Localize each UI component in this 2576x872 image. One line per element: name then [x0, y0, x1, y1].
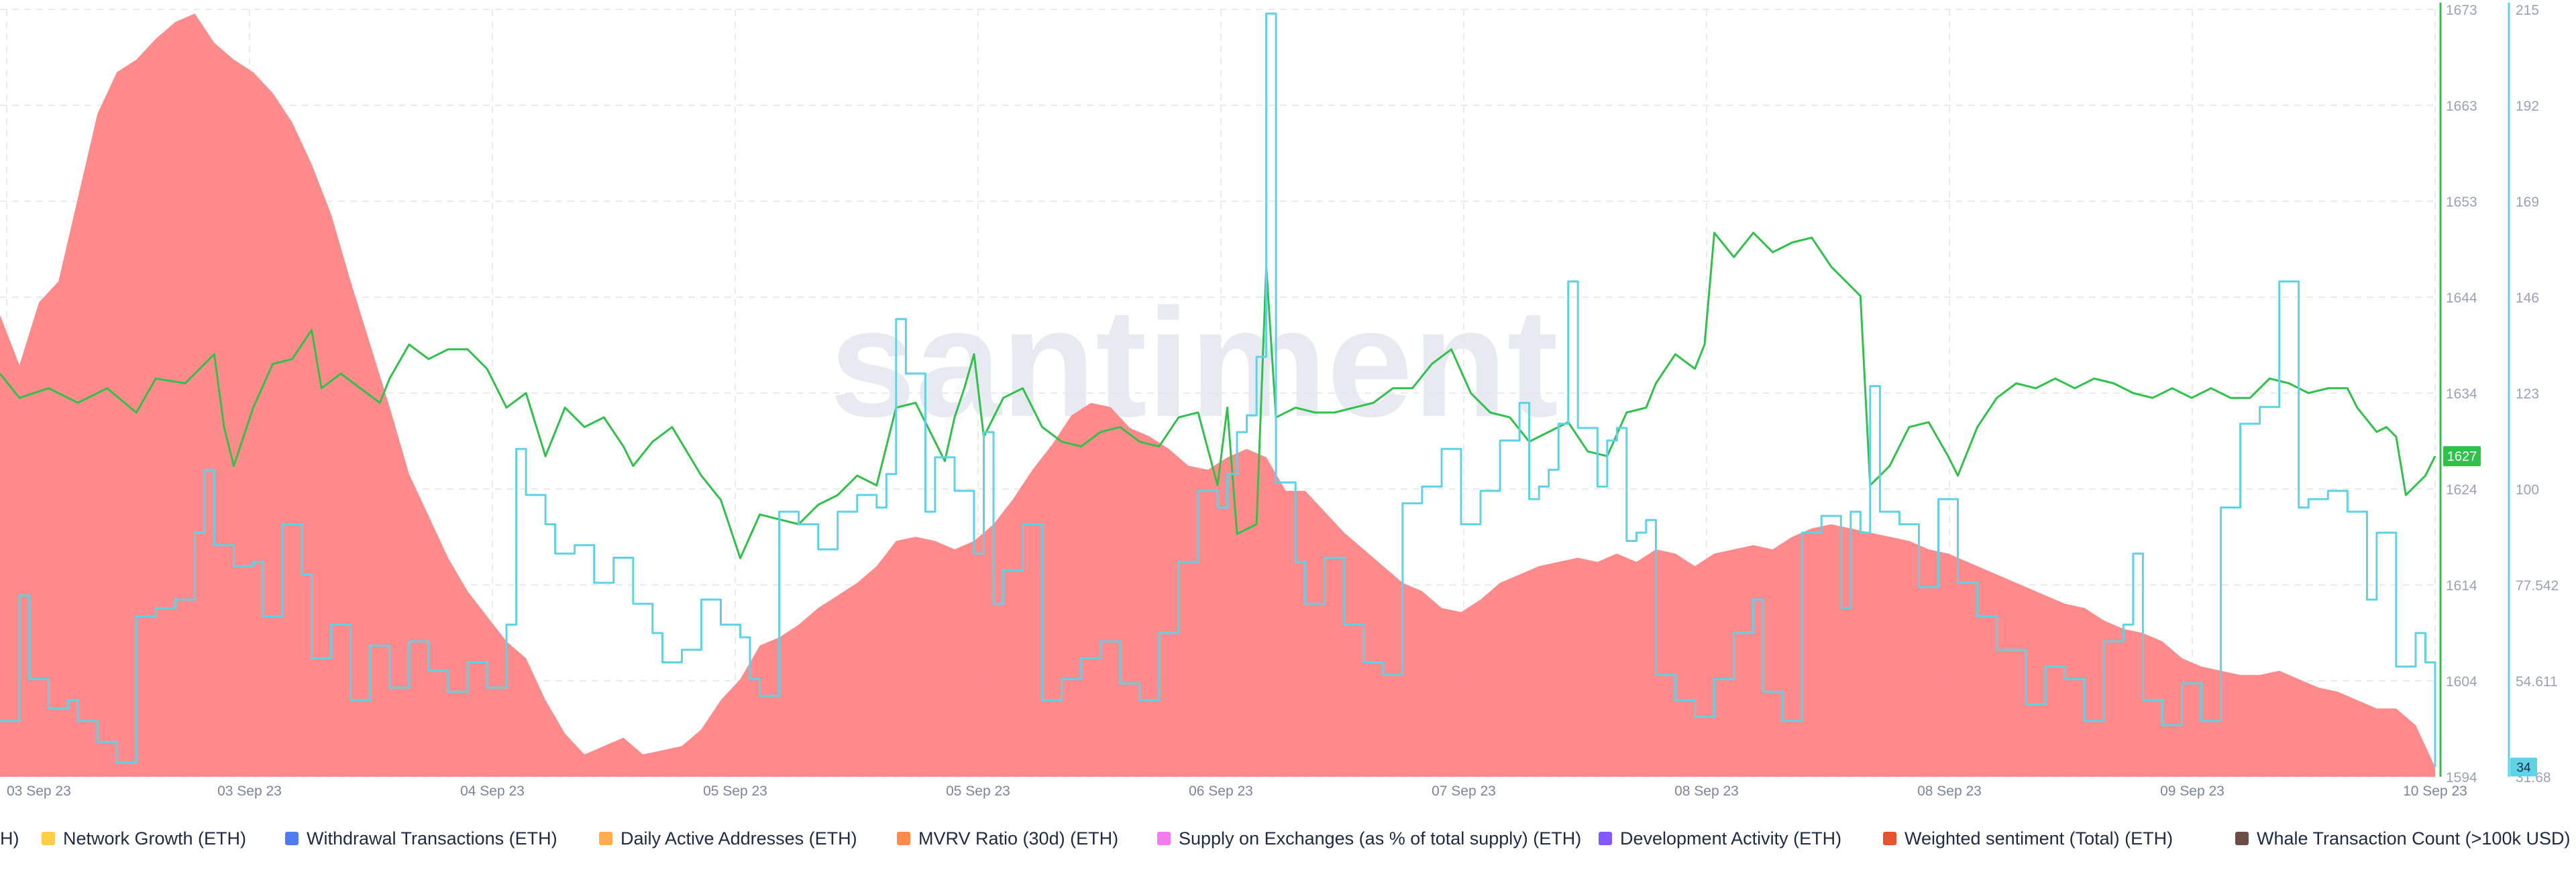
y-tick-label-left: 1594	[2446, 770, 2477, 785]
price-badge	[2443, 446, 2481, 467]
y-tick-label-right: 146	[2516, 290, 2539, 306]
y-tick-label-left: 1604	[2446, 674, 2477, 690]
legend-label: Withdrawal Transactions (ETH)	[307, 828, 557, 849]
legend: H) Network Growth (ETH) Withdrawal Transa…	[0, 824, 2576, 856]
legend-swatch	[897, 832, 910, 845]
series-price-eth	[0, 231, 2436, 559]
legend-item[interactable]: Daily Active Addresses (ETH)	[599, 824, 857, 853]
legend-label: Development Activity (ETH)	[1620, 828, 1842, 849]
volume-badge	[2510, 757, 2537, 777]
legend-label: Supply on Exchanges (as % of total suppl…	[1179, 828, 1582, 849]
y-tick-label-right: 123	[2516, 386, 2539, 402]
series-transaction-volume-eth	[0, 12, 2436, 767]
price-badge-label: 1627	[2447, 449, 2477, 464]
legend-label: Daily Active Addresses (ETH)	[621, 828, 857, 849]
y-tick-label-right: 169	[2516, 195, 2539, 210]
legend-swatch	[1157, 832, 1171, 845]
legend-swatch	[2235, 832, 2249, 845]
x-tick-label: 06 Sep 23	[1189, 783, 1253, 799]
watermark: santiment	[830, 276, 1558, 449]
legend-item[interactable]: Withdrawal Transactions (ETH)	[285, 824, 557, 853]
legend-swatch	[1599, 832, 1612, 845]
x-tick-label: 07 Sep 23	[1432, 783, 1496, 799]
x-tick-label: 08 Sep 23	[1917, 783, 1982, 799]
legend-item[interactable]: Weighted sentiment (Total) (ETH)	[1883, 824, 2173, 853]
legend-label: Weighted sentiment (Total) (ETH)	[1904, 828, 2174, 849]
chart: santiment 1673 1663 1653 1644 1634 1624 1614 160…	[0, 3, 2559, 799]
legend-item[interactable]: Development Activity (ETH)	[1599, 824, 1841, 853]
y-tick-label-left: 1614	[2446, 578, 2477, 594]
x-tick-label: 03 Sep 23	[7, 783, 71, 799]
y-tick-label-right: 100	[2516, 482, 2539, 498]
y-tick-label-right: 54.611	[2516, 674, 2558, 690]
legend-swatch	[1883, 832, 1896, 845]
y-tick-label-left: 1624	[2446, 482, 2477, 498]
legend-swatch	[599, 832, 612, 845]
legend-item[interactable]: Whale Transaction Count (>100k USD) (ETH…	[2235, 824, 2576, 853]
legend-swatch	[285, 832, 299, 845]
legend-item[interactable]: MVRV Ratio (30d) (ETH)	[897, 824, 1118, 853]
x-tick-label: 03 Sep 23	[217, 783, 282, 799]
y-tick-label-left: 1653	[2446, 195, 2477, 210]
legend-item[interactable]: Supply on Exchanges (as % of total suppl…	[1157, 824, 1581, 853]
x-tick-label: 05 Sep 23	[946, 783, 1010, 799]
legend-label: MVRV Ratio (30d) (ETH)	[918, 828, 1119, 849]
legend-item[interactable]: Network Growth (ETH)	[42, 824, 246, 853]
volume-badge-label: 34	[2516, 761, 2531, 775]
legend-label: Network Growth (ETH)	[63, 828, 247, 849]
x-tick-label: 04 Sep 23	[460, 783, 525, 799]
y-tick-label-left: 1673	[2446, 3, 2477, 18]
x-tick-label: 09 Sep 23	[2160, 783, 2224, 799]
x-tick-label: 10 Sep 23	[2403, 783, 2467, 799]
y-tick-label-right: 77.542	[2516, 578, 2559, 594]
legend-label: Whale Transaction Count (>100k USD) (ETH…	[2257, 828, 2576, 849]
y-tick-label-left: 1634	[2446, 386, 2477, 402]
y-tick-label-right: 215	[2516, 3, 2539, 18]
y-tick-label-right: 192	[2516, 99, 2539, 114]
x-tick-label: 05 Sep 23	[703, 783, 767, 799]
series-social-volume-eth	[0, 13, 2435, 777]
legend-truncated-fragment: H)	[0, 828, 19, 849]
legend-swatch	[42, 832, 55, 845]
y-tick-label-left: 1663	[2446, 99, 2477, 114]
x-tick-label: 08 Sep 23	[1674, 783, 1739, 799]
y-tick-label-left: 1644	[2446, 290, 2477, 306]
